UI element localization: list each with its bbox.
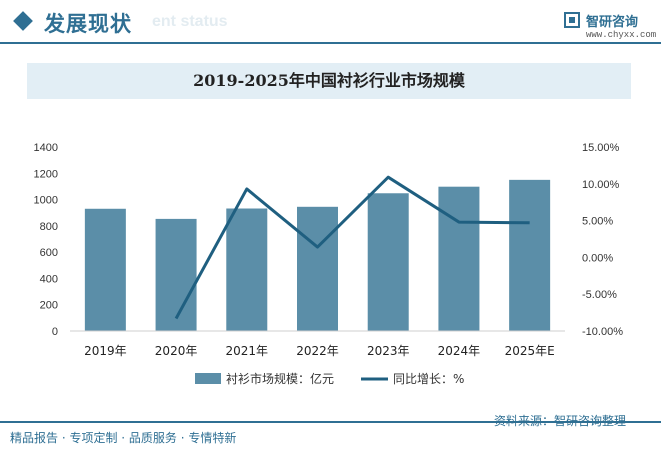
left-tick-label: 1200 — [34, 168, 58, 180]
x-tick-label: 2025年E — [505, 344, 555, 358]
bar — [509, 179, 551, 331]
brand-logo: 智研咨询 www.chyxx.com — [564, 10, 657, 44]
bar — [438, 186, 480, 331]
right-tick-label: -10.00% — [582, 326, 623, 338]
right-tick-label: 10.00% — [582, 179, 620, 191]
footer-divider — [0, 421, 661, 423]
left-tick-label: 200 — [40, 300, 58, 312]
bar — [84, 208, 126, 331]
bar — [226, 208, 268, 331]
x-tick-label: 2024年 — [438, 344, 481, 358]
section-subtitle: ent status — [152, 13, 228, 30]
footer-tagline: 精品报告 · 专项定制 · 品质服务 · 专情特新 — [10, 431, 237, 445]
left-tick-label: 600 — [40, 247, 58, 259]
left-tick-label: 1400 — [34, 142, 58, 154]
bar-series — [84, 179, 551, 331]
left-axis-labels: 0 200 400 600 800 1000 1200 1400 — [34, 142, 58, 338]
x-tick-label: 2023年 — [367, 344, 410, 358]
bar — [155, 218, 197, 331]
chart-title: 2019-2025年中国衬衫行业市场规模 — [193, 71, 465, 90]
right-tick-label: 0.00% — [582, 252, 613, 264]
section-title: 发展现状 — [44, 12, 132, 36]
footer: 精品报告 · 专项定制 · 品质服务 · 专情特新 — [0, 421, 661, 450]
left-tick-label: 800 — [40, 221, 58, 233]
growth-line — [174, 175, 530, 320]
source-note: 资料来源：智研咨询整理 — [494, 414, 627, 428]
right-axis-labels: -10.00% -5.00% 0.00% 5.00% 10.00% 15.00% — [582, 142, 623, 338]
left-tick-label: 1000 — [34, 195, 58, 207]
left-tick-label: 400 — [40, 273, 58, 285]
line-series — [174, 175, 530, 320]
legend: 衬衫市场规模：亿元 同比增长：% — [195, 371, 464, 386]
right-tick-label: 5.00% — [582, 216, 613, 228]
left-tick-label: 0 — [52, 326, 58, 338]
bar — [367, 193, 409, 331]
chart-title-band: 2019-2025年中国衬衫行业市场规模 — [27, 63, 631, 99]
header: 发展现状 ent status 智研咨询 www.chyxx.com — [0, 0, 661, 44]
brand-name: 智研咨询 — [586, 15, 639, 30]
right-tick-label: 15.00% — [582, 142, 620, 154]
x-tick-label: 2022年 — [296, 344, 339, 358]
x-tick-label: 2019年 — [84, 344, 127, 358]
brand-url: www.chyxx.com — [586, 30, 657, 40]
x-axis-labels: 2019年 2020年 2021年 2022年 2023年 2024年 2025年E — [84, 344, 555, 358]
x-tick-label: 2020年 — [155, 344, 198, 358]
legend-bar-label: 衬衫市场规模：亿元 — [226, 371, 334, 386]
chart: 0 200 400 600 800 1000 1200 1400 -10.00% -5.00% 0… — [34, 142, 624, 386]
right-tick-label: -5.00% — [582, 289, 617, 301]
legend-bar-swatch — [195, 373, 221, 384]
bar — [297, 206, 338, 331]
header-divider — [0, 42, 661, 44]
legend-line-label: 同比增长：% — [393, 372, 464, 386]
brand-mark-icon — [564, 12, 580, 28]
x-tick-label: 2021年 — [226, 344, 269, 358]
